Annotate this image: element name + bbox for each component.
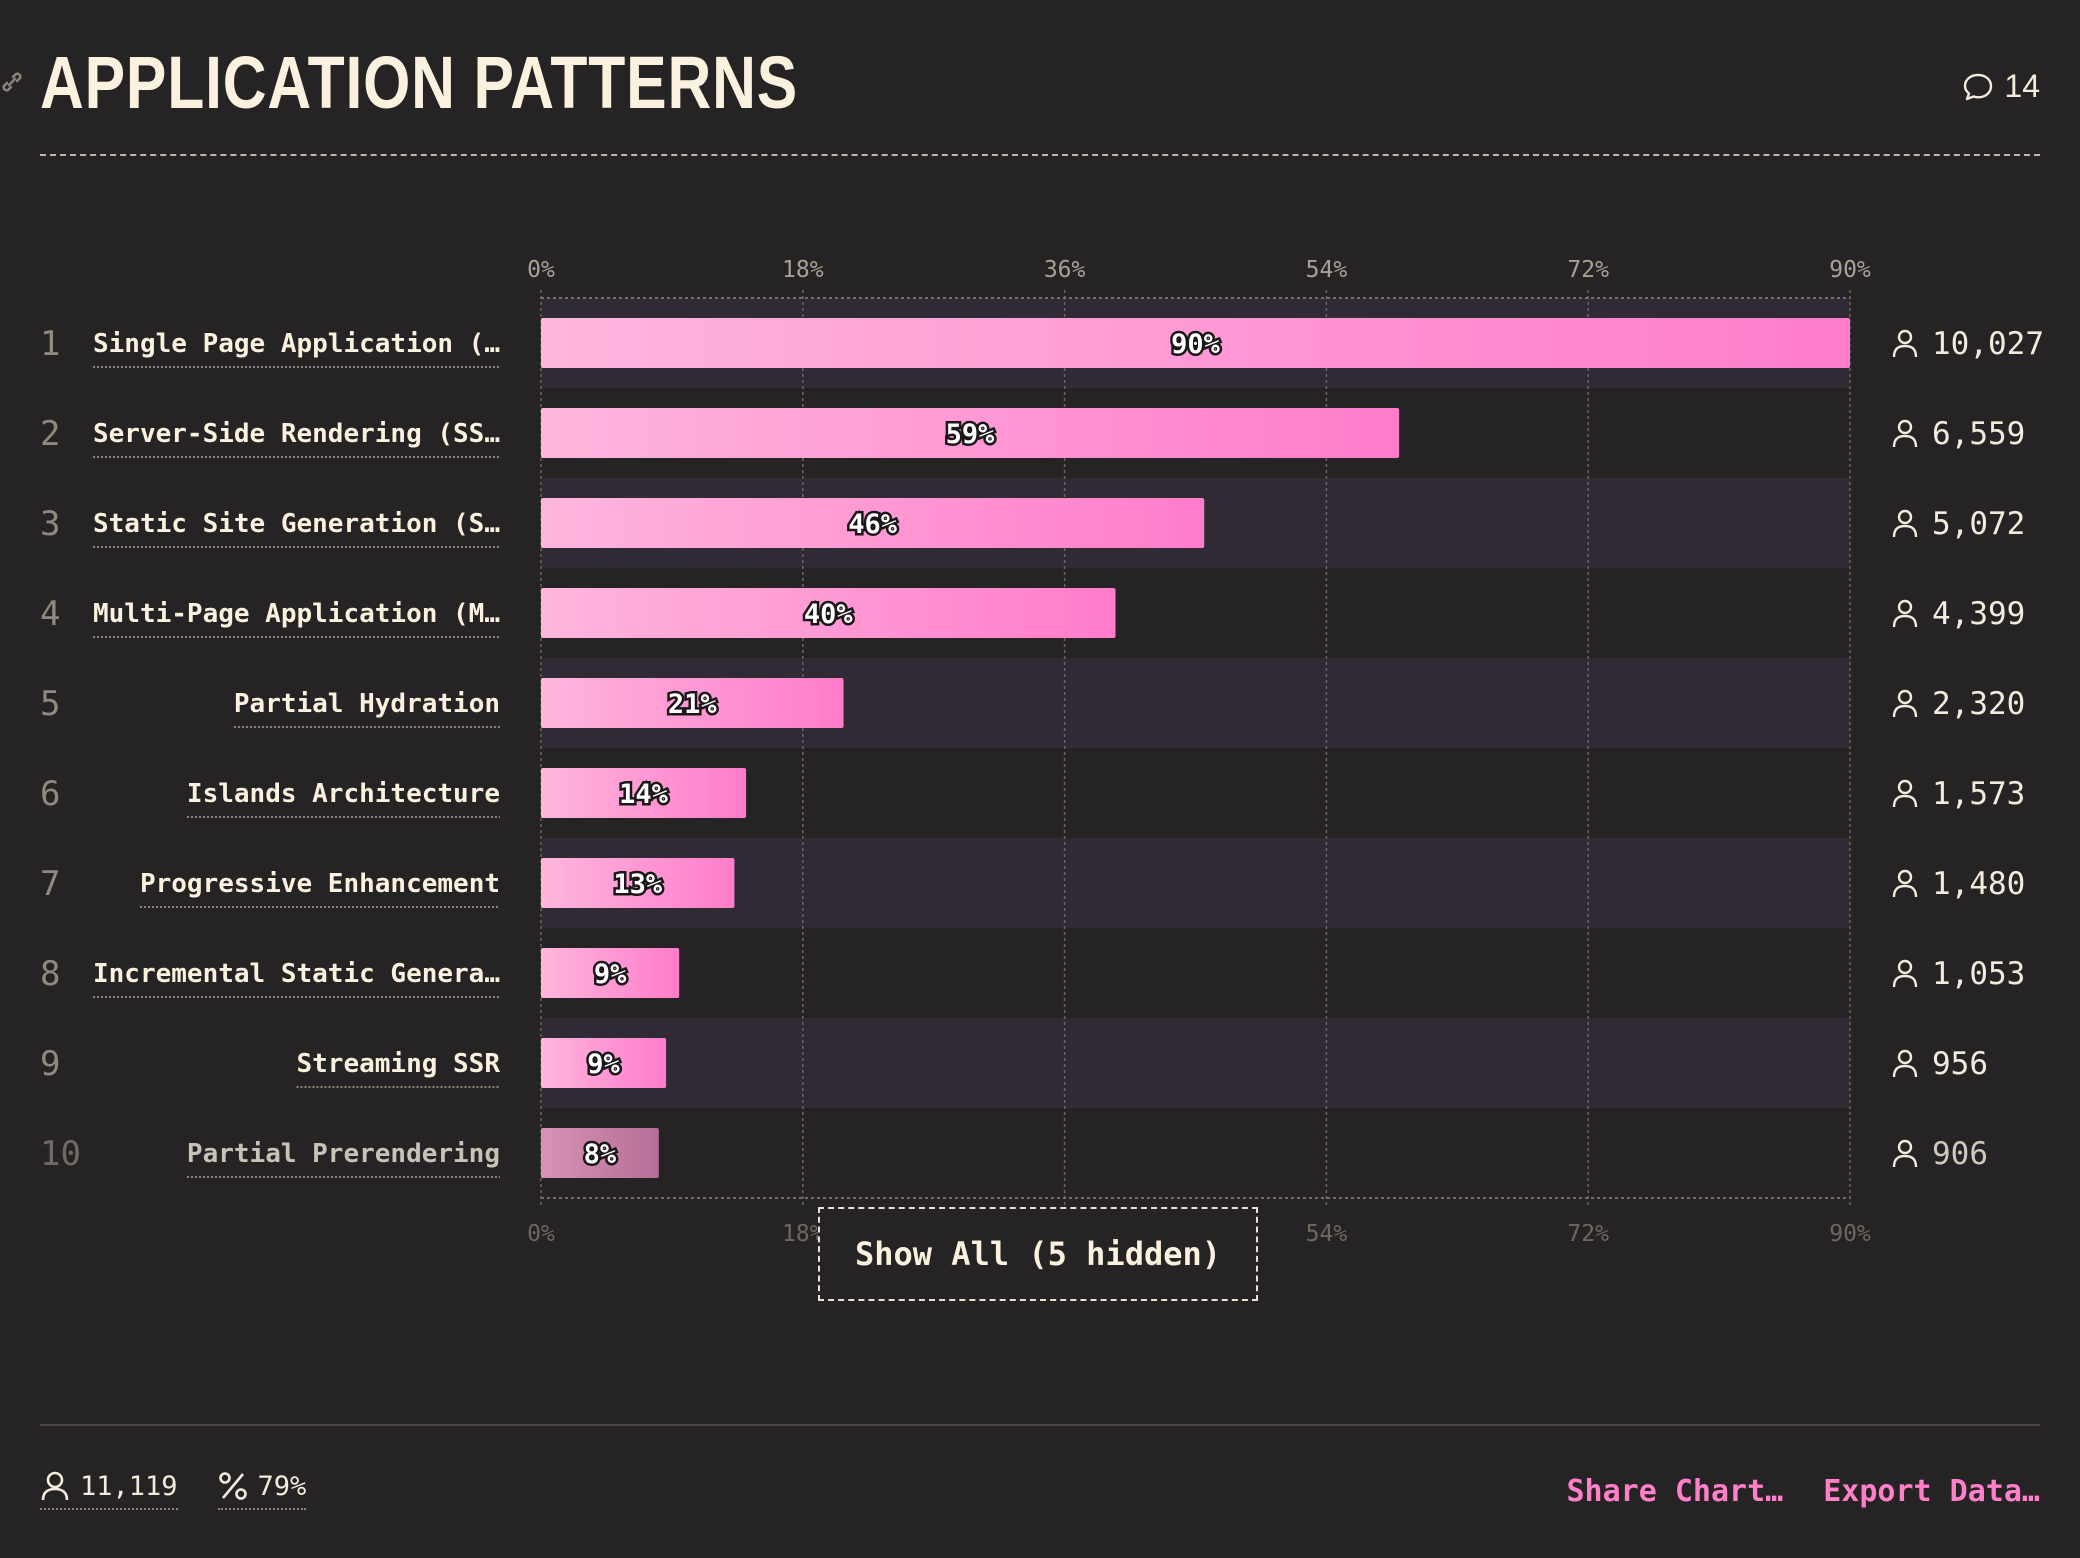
bar-value-label: 9% <box>587 1049 620 1080</box>
row-label[interactable]: Single Page Application (… <box>93 329 500 359</box>
row-rank: 1 <box>40 324 60 364</box>
row-label[interactable]: Partial Prerendering <box>187 1139 500 1169</box>
row-label[interactable]: Multi-Page Application (M… <box>93 599 500 629</box>
row-label[interactable]: Streaming SSR <box>297 1049 501 1079</box>
row-label[interactable]: Partial Hydration <box>234 689 500 719</box>
row-label[interactable]: Static Site Generation (S… <box>93 509 500 539</box>
row-count: 1,053 <box>1932 956 2025 992</box>
row-label[interactable]: Islands Architecture <box>187 779 500 809</box>
x-tick-label-top: 90% <box>1829 257 1871 283</box>
bar-value-label: 46% <box>848 509 898 540</box>
row-background <box>541 838 1850 928</box>
row-rank: 5 <box>40 684 60 724</box>
x-tick-label-top: 54% <box>1306 257 1348 283</box>
share-chart-link[interactable]: Share Chart… <box>1566 1474 1784 1509</box>
bar-value-label: 40% <box>804 599 854 630</box>
footer-stats: 11,119 79% <box>40 1470 307 1510</box>
percent-icon <box>218 1472 247 1500</box>
row-count: 906 <box>1932 1136 1988 1172</box>
bar[interactable] <box>541 498 1205 548</box>
x-tick-label-top: 72% <box>1567 257 1609 283</box>
bar[interactable] <box>541 1128 659 1178</box>
bar-value-label: 8% <box>584 1139 617 1170</box>
footer-actions: Share Chart… Export Data… <box>1567 1474 2041 1509</box>
bar-value-label: 9% <box>594 959 627 990</box>
chart-header: APPLICATION PATTERNS 14 <box>2 40 2040 156</box>
percentage-stat[interactable]: 79% <box>217 1470 307 1510</box>
x-tick-label-bottom: 18% <box>782 1221 824 1247</box>
user-icon <box>1892 599 1918 628</box>
row-rank: 9 <box>40 1044 60 1084</box>
bar[interactable] <box>541 318 1850 368</box>
comments-button[interactable]: 14 <box>1962 68 2040 105</box>
row-count: 5,072 <box>1932 506 2025 542</box>
user-icon <box>1892 329 1918 358</box>
row-rank: 4 <box>40 594 60 634</box>
user-icon <box>1892 509 1918 538</box>
show-all-button[interactable]: Show All (5 hidden) <box>818 1207 1258 1301</box>
x-tick-label-bottom: 90% <box>1829 1221 1871 1247</box>
bar[interactable] <box>541 678 844 728</box>
bar[interactable] <box>541 588 1116 638</box>
x-tick-label-top: 0% <box>527 257 555 283</box>
bar[interactable] <box>541 948 680 998</box>
row-count: 10,027 <box>1932 326 2044 362</box>
user-icon <box>41 1471 69 1501</box>
user-icon <box>1892 959 1918 988</box>
bar-value-label: 13% <box>613 869 663 900</box>
user-icon <box>1892 1049 1918 1078</box>
row-rank: 10 <box>40 1134 81 1174</box>
bar[interactable] <box>541 858 735 908</box>
comment-icon <box>1964 73 1993 100</box>
bar-chart: 0%0%18%18%36%36%54%54%72%72%90%90%1Singl… <box>40 257 2044 1247</box>
bar[interactable] <box>541 768 747 818</box>
bar-value-label: 14% <box>619 779 669 810</box>
bar-value-label: 21% <box>668 689 718 720</box>
header-divider <box>40 154 2040 156</box>
x-tick-label-top: 36% <box>1044 257 1086 283</box>
user-icon <box>1892 869 1918 898</box>
link-icon[interactable] <box>0 70 24 94</box>
user-icon <box>1892 419 1918 448</box>
x-tick-label-bottom: 0% <box>527 1221 555 1247</box>
bar[interactable] <box>541 1038 667 1088</box>
user-icon <box>1892 689 1918 718</box>
x-tick-label-top: 18% <box>782 257 824 283</box>
row-rank: 2 <box>40 414 60 454</box>
user-icon <box>1892 1139 1918 1168</box>
bar-value-label: 59% <box>946 419 996 450</box>
row-count: 6,559 <box>1932 416 2025 452</box>
respondents-count: 11,119 <box>80 1470 178 1502</box>
row-count: 956 <box>1932 1046 1988 1082</box>
bar-value-label: 90% <box>1171 329 1221 360</box>
x-tick-label-bottom: 72% <box>1567 1221 1609 1247</box>
comment-count: 14 <box>2004 68 2040 104</box>
bar[interactable] <box>541 408 1400 458</box>
export-data-link[interactable]: Export Data… <box>1823 1474 2040 1509</box>
row-label[interactable]: Incremental Static Genera… <box>93 959 500 989</box>
row-count: 2,320 <box>1932 686 2025 722</box>
row-label[interactable]: Progressive Enhancement <box>140 869 500 899</box>
percentage-value: 79% <box>257 1470 307 1502</box>
user-icon <box>1892 779 1918 808</box>
x-tick-label-bottom: 54% <box>1306 1221 1348 1247</box>
row-background <box>541 1018 1850 1108</box>
footer-divider <box>40 1424 2040 1426</box>
respondents-stat[interactable]: 11,119 <box>40 1470 178 1510</box>
row-label[interactable]: Server-Side Rendering (SS… <box>93 419 500 449</box>
row-count: 1,480 <box>1932 866 2025 902</box>
row-rank: 3 <box>40 504 60 544</box>
row-rank: 7 <box>40 864 60 904</box>
row-count: 4,399 <box>1932 596 2025 632</box>
row-rank: 6 <box>40 774 60 814</box>
row-rank: 8 <box>40 954 60 994</box>
row-count: 1,573 <box>1932 776 2025 812</box>
page-title: APPLICATION PATTERNS <box>40 41 799 124</box>
